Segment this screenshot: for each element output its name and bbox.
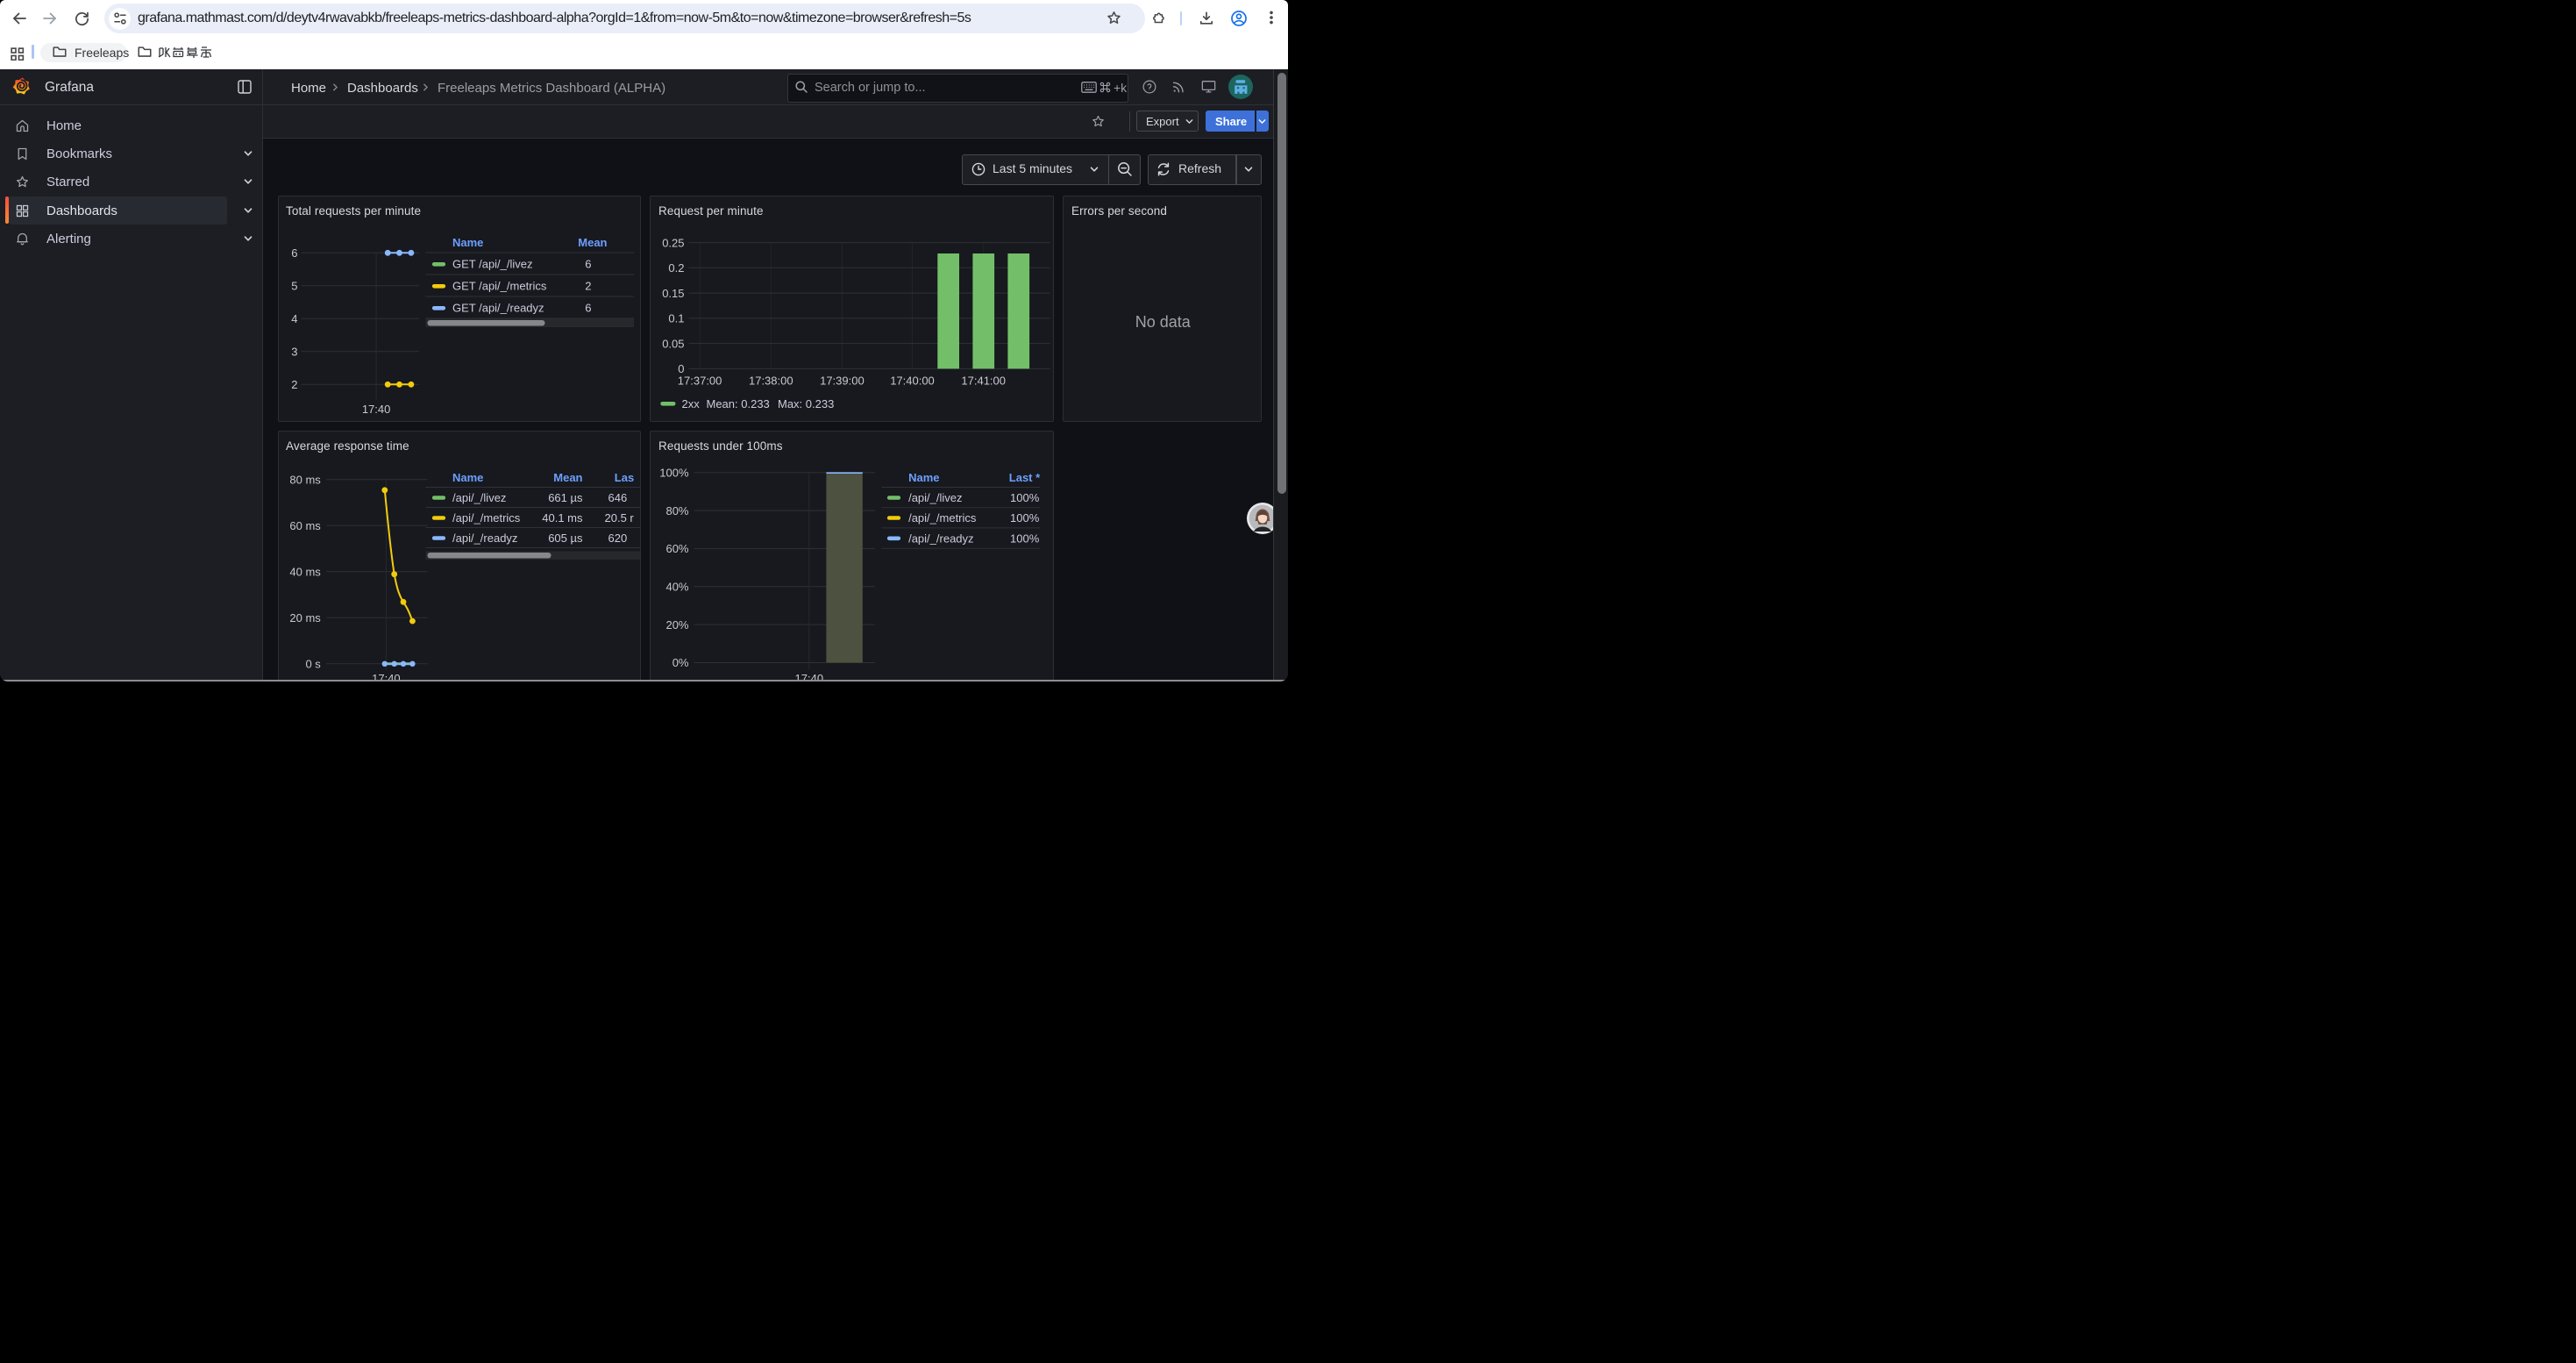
svg-text:0: 0 [678,362,684,375]
svg-text:605 µs: 605 µs [548,532,583,545]
svg-text:17:40: 17:40 [361,403,390,416]
svg-text:620: 620 [608,532,627,545]
svg-text:6: 6 [291,246,297,260]
svg-text:17:41:00: 17:41:00 [961,374,1006,387]
svg-text:100%: 100% [1010,491,1040,504]
svg-text:Last *: Last * [1008,471,1040,484]
svg-text:Mean: 0.233: Mean: 0.233 [706,397,769,410]
svg-text:40.1 ms: 40.1 ms [542,511,583,525]
svg-text:Name: Name [452,236,483,249]
svg-text:661 µs: 661 µs [548,491,583,504]
svg-text:0.2: 0.2 [668,261,684,275]
svg-text:/api/_/readyz: /api/_/readyz [908,532,973,545]
svg-text:100%: 100% [659,466,689,479]
svg-text:3: 3 [291,345,297,358]
svg-text:0.05: 0.05 [662,337,684,350]
svg-text:20%: 20% [665,617,688,631]
svg-text:Mean: Mean [553,471,582,484]
svg-text:80 ms: 80 ms [289,473,321,486]
svg-text:6: 6 [585,302,591,315]
svg-text:Las: Las [614,471,633,484]
svg-text:40 ms: 40 ms [289,565,321,578]
svg-text:17:37:00: 17:37:00 [677,374,722,387]
svg-text:0.1: 0.1 [668,312,684,325]
svg-text:Mean: Mean [578,236,607,249]
svg-text:40%: 40% [665,580,688,593]
svg-text:17:40: 17:40 [794,672,823,682]
svg-text:0.15: 0.15 [662,287,684,300]
svg-text:/api/_/readyz: /api/_/readyz [452,532,517,545]
svg-text:/api/_/livez: /api/_/livez [452,491,506,504]
svg-text:17:39:00: 17:39:00 [820,374,865,387]
svg-text:GET /api/_/livez: GET /api/_/livez [452,258,533,271]
svg-text:2xx: 2xx [681,397,700,410]
svg-text:20.5 r: 20.5 r [604,511,634,525]
svg-text:60%: 60% [665,542,688,555]
svg-text:100%: 100% [1010,511,1040,525]
svg-text:17:40: 17:40 [372,672,401,682]
svg-text:/api/_/metrics: /api/_/metrics [452,511,521,525]
svg-text:GET /api/_/readyz: GET /api/_/readyz [452,302,544,315]
svg-text:5: 5 [291,279,297,292]
svg-text:20 ms: 20 ms [289,611,321,624]
svg-text:17:38:00: 17:38:00 [748,374,793,387]
svg-text:Name: Name [908,471,939,484]
svg-text:/api/_/metrics: /api/_/metrics [908,511,977,525]
svg-text:100%: 100% [1010,532,1040,545]
svg-text:0 s: 0 s [305,657,321,670]
svg-text:646: 646 [608,491,627,504]
svg-text:Max: 0.233: Max: 0.233 [778,397,834,410]
svg-text:60 ms: 60 ms [289,519,321,532]
svg-text:0%: 0% [672,656,688,669]
svg-text:4: 4 [291,312,297,325]
svg-text:6: 6 [585,258,591,271]
svg-text:GET /api/_/metrics: GET /api/_/metrics [452,280,547,293]
svg-text:0.25: 0.25 [662,236,684,249]
svg-text:17:40:00: 17:40:00 [890,374,935,387]
svg-text:Name: Name [452,471,483,484]
svg-text:2: 2 [291,378,297,391]
svg-text:80%: 80% [665,503,688,517]
svg-text:2: 2 [585,280,591,293]
svg-text:/api/_/livez: /api/_/livez [908,491,962,504]
